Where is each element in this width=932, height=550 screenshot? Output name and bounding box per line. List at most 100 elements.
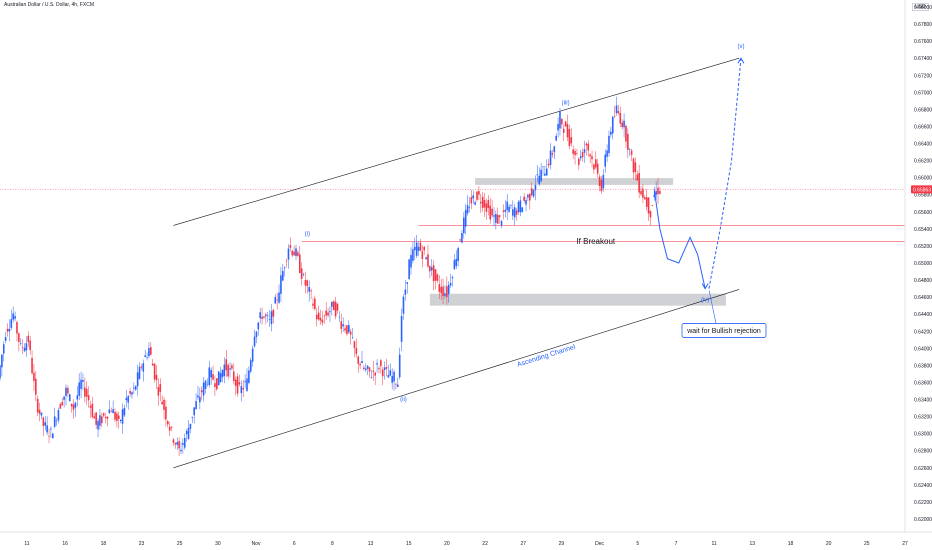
candle-body: [364, 368, 367, 370]
candle-body: [208, 367, 211, 385]
y-tick-label: 0.63400: [914, 398, 932, 404]
candle-body: [600, 179, 603, 192]
y-tick-label: 0.65800: [914, 193, 932, 199]
candle-body: [451, 277, 454, 279]
y-tick-label: 0.62200: [914, 500, 932, 506]
price-levels: [0, 189, 905, 243]
candle-body: [38, 409, 41, 414]
candle-body: [534, 184, 537, 191]
y-tick-label: 0.62800: [914, 449, 932, 455]
y-tick-label: 0.65400: [914, 227, 932, 233]
candle-body: [502, 210, 505, 212]
candle-body: [406, 282, 409, 284]
candle-body: [74, 402, 77, 408]
candle-body: [232, 371, 235, 381]
candle-body: [498, 215, 501, 218]
candle-body: [434, 269, 437, 281]
candle-body: [321, 319, 324, 323]
candle-body: [91, 403, 94, 418]
wave-label: (ii): [400, 397, 407, 403]
candle-body: [8, 328, 11, 332]
candle-body: [2, 344, 5, 354]
candle-body: [472, 195, 475, 199]
candle-body: [402, 296, 405, 314]
candle-body: [191, 416, 194, 418]
candle-body: [144, 355, 146, 357]
candle-body: [489, 205, 492, 220]
candle-body: [327, 312, 329, 316]
candle-body: [6, 328, 9, 332]
x-tick-label: 20: [826, 541, 832, 547]
candle-body: [48, 435, 50, 437]
candle-body: [195, 401, 197, 410]
candle-body: [438, 284, 441, 292]
y-tick-label: 0.63200: [914, 415, 932, 421]
candle-body: [87, 395, 90, 401]
candle-body: [306, 280, 309, 286]
candle-body: [76, 395, 79, 400]
y-tick-label: 0.67000: [914, 90, 932, 96]
y-tick-label: 0.65000: [914, 261, 932, 267]
candle-body: [423, 246, 426, 251]
candle-body: [378, 368, 380, 370]
candle-body: [193, 407, 195, 416]
candle-body: [229, 368, 231, 370]
candle-body: [372, 370, 375, 372]
candle-body: [393, 371, 395, 382]
candle-body: [295, 248, 297, 257]
candle-body: [268, 319, 271, 320]
candle-body: [459, 239, 461, 241]
candle-body: [97, 420, 99, 430]
candle-body: [655, 191, 657, 195]
candle-body: [583, 149, 586, 153]
candle-body: [302, 274, 305, 275]
currency-label[interactable]: USD: [912, 3, 929, 11]
candle-body: [442, 286, 444, 297]
candle-body: [140, 366, 143, 368]
candle-body: [523, 196, 525, 201]
candle-body: [447, 284, 450, 295]
candle-body: [536, 174, 539, 176]
x-tick-label: 7: [675, 541, 678, 547]
candle-body: [483, 200, 486, 208]
candle-body: [487, 200, 490, 209]
candle-body: [479, 201, 482, 204]
candle-body: [455, 258, 458, 267]
x-tick-label: 13: [368, 541, 374, 547]
candle-body: [419, 242, 422, 251]
candle-body: [210, 369, 212, 378]
candle-body: [231, 365, 233, 369]
candle-body: [116, 413, 118, 421]
x-tick-label: 18: [788, 541, 794, 547]
candle-body: [174, 443, 177, 445]
candle-body: [61, 402, 64, 406]
candle-body: [240, 386, 243, 394]
y-tick-label: 0.62600: [914, 466, 932, 472]
candle-body: [547, 163, 550, 166]
candle-body: [249, 360, 252, 372]
candle-body: [636, 174, 639, 181]
candle-body: [436, 274, 439, 281]
candle-body: [129, 391, 131, 394]
candle-body: [84, 387, 86, 397]
candle-body: [55, 420, 58, 422]
candle-body: [596, 163, 599, 174]
candle-body: [157, 387, 160, 396]
candle-body: [385, 367, 388, 369]
candle-body: [106, 416, 109, 419]
candle-body: [182, 443, 184, 445]
wave-projection: [653, 57, 745, 290]
candle-body: [381, 369, 384, 377]
y-tick-label: 0.66200: [914, 159, 932, 165]
wave-label: (iii): [562, 100, 570, 106]
candle-body: [581, 152, 584, 158]
candle-body: [374, 372, 376, 376]
candle-body: [117, 415, 120, 420]
candle-body: [429, 265, 431, 272]
y-tick-label: 0.62000: [914, 517, 932, 523]
channel-label: Ascending Channel: [516, 344, 576, 369]
candle-body: [67, 388, 69, 394]
candle-body: [168, 426, 171, 431]
candle-body: [50, 428, 52, 430]
